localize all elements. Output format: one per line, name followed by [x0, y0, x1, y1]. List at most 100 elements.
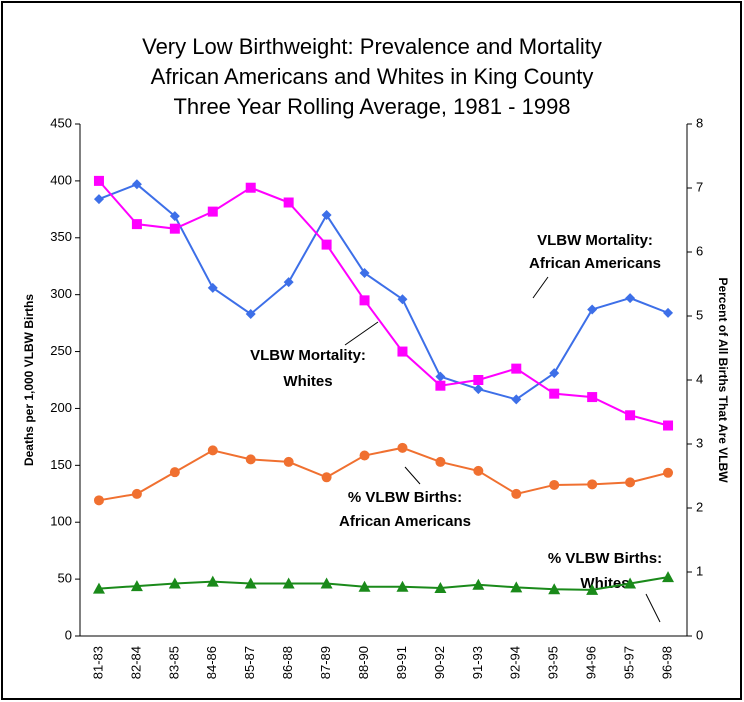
- y2-tick-label: 8: [696, 115, 703, 130]
- x-tick-label: 94-96: [584, 646, 599, 679]
- marker: [397, 294, 408, 305]
- marker: [207, 445, 218, 456]
- y-axis-label: Deaths per 1,000 VLBW Births: [22, 294, 36, 466]
- series-line: [98, 183, 669, 401]
- y2-tick-label: 5: [696, 307, 703, 322]
- series-line: [98, 576, 669, 591]
- marker: [93, 175, 104, 186]
- x-tick-label: 84-86: [204, 646, 219, 679]
- marker: [397, 442, 408, 453]
- y-tick-label: 250: [50, 343, 72, 358]
- annotation: VLBW Mortality:: [537, 232, 653, 249]
- marker: [511, 488, 522, 499]
- x-tick-label: 82-84: [128, 646, 143, 679]
- marker: [435, 380, 446, 391]
- marker: [283, 277, 294, 288]
- leader-line: [532, 276, 549, 299]
- marker: [586, 583, 599, 595]
- y-tick-label: 0: [65, 627, 72, 642]
- marker: [511, 394, 522, 405]
- x-tick-label: 86-88: [280, 646, 295, 679]
- marker: [663, 307, 674, 318]
- marker: [131, 488, 142, 499]
- chart-title: African Americans and Whites in King Cou…: [151, 64, 594, 89]
- marker: [434, 582, 447, 593]
- x-tick-label: 87-89: [318, 646, 333, 679]
- annotation: African Americans: [339, 513, 471, 530]
- y2-tick-label: 0: [696, 627, 703, 642]
- marker: [245, 182, 256, 193]
- marker: [473, 384, 484, 395]
- x-tick-label: 92-94: [508, 646, 523, 679]
- y-tick-label: 400: [50, 172, 72, 187]
- marker: [283, 456, 294, 467]
- y2-tick-label: 4: [696, 371, 703, 386]
- marker: [549, 388, 560, 399]
- marker: [663, 420, 674, 431]
- y2-tick-label: 3: [696, 435, 703, 450]
- marker: [320, 577, 333, 589]
- marker: [510, 581, 523, 593]
- y-tick-label: 450: [50, 115, 72, 130]
- x-tick-label: 89-91: [394, 646, 409, 679]
- marker: [206, 575, 219, 587]
- marker: [92, 582, 105, 594]
- marker: [321, 210, 332, 221]
- marker: [549, 368, 560, 379]
- y-tick-label: 50: [58, 571, 72, 586]
- y-tick-label: 200: [50, 400, 72, 415]
- marker: [472, 578, 485, 590]
- marker: [359, 450, 370, 461]
- annotation: Whites: [283, 373, 332, 390]
- marker: [587, 479, 598, 490]
- marker: [169, 223, 180, 234]
- x-tick-label: 83-85: [166, 646, 181, 679]
- x-tick-label: 88-90: [356, 646, 371, 679]
- marker: [245, 309, 256, 320]
- x-tick-label: 91-93: [470, 646, 485, 679]
- series-line: [98, 446, 669, 502]
- marker: [244, 577, 257, 589]
- series-line: [98, 180, 669, 427]
- marker: [169, 467, 180, 478]
- marker: [625, 477, 636, 488]
- leader-line: [404, 466, 421, 485]
- leader-line: [344, 321, 379, 346]
- marker: [93, 495, 104, 506]
- marker: [624, 577, 637, 589]
- marker: [396, 580, 409, 592]
- annotation: African Americans: [529, 255, 661, 272]
- x-tick-label: 95-97: [622, 646, 637, 679]
- marker: [662, 571, 675, 583]
- y-tick-label: 350: [50, 229, 72, 244]
- annotation: % VLBW Births:: [548, 550, 662, 567]
- x-tick-label: 90-92: [432, 646, 447, 679]
- x-tick-label: 81-83: [90, 646, 105, 679]
- y-tick-label: 100: [50, 514, 72, 529]
- marker: [511, 363, 522, 374]
- marker: [283, 197, 294, 208]
- marker: [548, 583, 561, 595]
- marker: [130, 580, 143, 592]
- annotation: % VLBW Births:: [348, 489, 462, 506]
- marker: [321, 472, 332, 483]
- marker: [625, 410, 636, 421]
- marker: [207, 206, 218, 217]
- marker: [359, 295, 370, 306]
- marker: [663, 467, 674, 478]
- marker: [169, 211, 180, 222]
- marker: [587, 392, 598, 403]
- marker: [435, 456, 446, 467]
- y2-tick-label: 7: [696, 179, 703, 194]
- leader-line: [645, 593, 661, 623]
- marker: [321, 239, 332, 250]
- marker: [245, 454, 256, 465]
- marker: [587, 304, 598, 315]
- marker: [207, 282, 218, 293]
- marker: [93, 194, 104, 205]
- chart-title: Three Year Rolling Average, 1981 - 1998: [173, 94, 570, 119]
- marker: [358, 580, 371, 592]
- marker: [131, 179, 142, 190]
